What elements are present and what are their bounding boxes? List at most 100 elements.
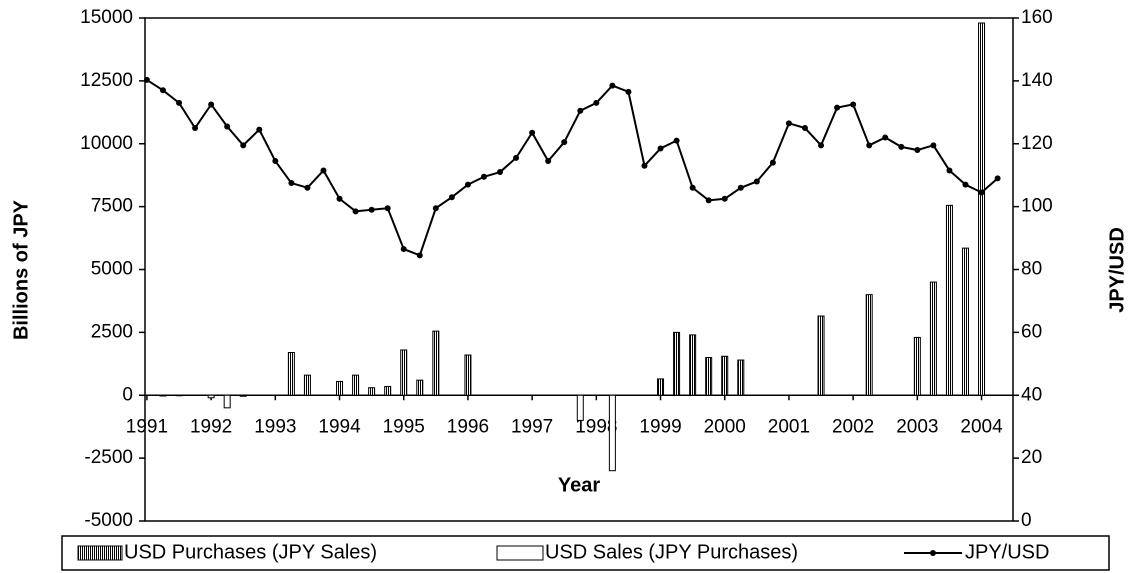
y2-tick-label: 0 <box>1021 510 1032 531</box>
line-marker <box>159 87 166 94</box>
bar <box>913 336 921 396</box>
y2-tick-label: 160 <box>1021 7 1053 28</box>
x-tick-label: 2000 <box>704 416 746 437</box>
bar <box>608 394 616 472</box>
line-marker <box>818 142 825 149</box>
legend-label: USD Purchases (JPY Sales) <box>124 541 377 563</box>
line-marker <box>946 167 953 174</box>
x-tick-label: 1996 <box>447 416 489 437</box>
bar <box>432 330 440 396</box>
line-marker <box>561 139 568 146</box>
y-tick-label: 12500 <box>80 70 133 91</box>
y-tick-label: 5000 <box>91 259 133 280</box>
legend-swatch <box>77 545 123 561</box>
bar <box>287 351 295 396</box>
line-marker <box>914 147 921 154</box>
plot-area <box>144 17 1014 522</box>
line-marker <box>962 181 969 188</box>
line-marker <box>593 99 600 106</box>
bar <box>400 349 408 396</box>
line-marker <box>384 205 391 212</box>
line-marker <box>737 184 744 191</box>
x-tick-label: 2001 <box>768 416 810 437</box>
bar <box>721 355 729 396</box>
line-marker <box>577 107 584 114</box>
line-marker <box>497 169 504 176</box>
line-marker <box>978 189 985 196</box>
bar <box>576 394 584 421</box>
line-marker <box>898 143 905 150</box>
line <box>146 79 999 257</box>
line-marker <box>641 162 648 169</box>
line-marker <box>272 158 279 165</box>
line-marker <box>930 142 937 149</box>
x-tick-label: 1997 <box>511 416 553 437</box>
line-marker <box>480 173 487 180</box>
x-tick-label: 1992 <box>190 416 232 437</box>
line-marker <box>769 159 776 166</box>
line-marker <box>834 104 841 111</box>
bar <box>929 281 937 396</box>
line-marker <box>850 101 857 108</box>
line-marker <box>529 129 536 136</box>
y-axis-title: Billions of JPY <box>10 199 32 340</box>
legend-label: JPY/USD <box>965 541 1049 563</box>
bar <box>159 394 167 397</box>
bar <box>978 22 986 396</box>
y-tick-label: -5000 <box>84 510 133 531</box>
line-marker <box>208 101 215 108</box>
y2-tick-label: 80 <box>1021 259 1042 280</box>
y2-tick-label: 60 <box>1021 321 1042 342</box>
line-marker <box>657 145 664 152</box>
bar <box>207 394 215 399</box>
y2-tick-label: 120 <box>1021 133 1053 154</box>
x-tick-label: 2004 <box>960 416 1003 437</box>
line-marker <box>882 134 889 141</box>
legend-marker <box>930 550 936 556</box>
bar <box>657 378 665 396</box>
line-marker <box>256 126 263 133</box>
bar <box>737 359 745 396</box>
bar <box>416 379 424 396</box>
y2-tick-label: 40 <box>1021 384 1042 405</box>
y-tick-label: 0 <box>122 384 133 405</box>
line-marker <box>545 158 552 165</box>
line-marker <box>352 208 359 215</box>
bar <box>817 315 825 396</box>
line-marker <box>673 137 680 144</box>
y-tick-label: 2500 <box>91 321 133 342</box>
line-marker <box>785 120 792 127</box>
bar <box>352 374 360 396</box>
x-tick-label: 1998 <box>575 416 617 437</box>
bar <box>961 247 969 396</box>
bar <box>303 374 311 396</box>
line-marker <box>448 194 455 201</box>
y-tick-label: 15000 <box>80 7 133 28</box>
legend-label: USD Sales (JPY Purchases) <box>545 541 798 563</box>
y2-tick-label: 140 <box>1021 70 1053 91</box>
bar <box>336 380 344 396</box>
bar <box>384 385 392 396</box>
x-tick-label: 2002 <box>832 416 874 437</box>
bar <box>705 357 713 396</box>
line-marker <box>240 142 247 149</box>
line-marker <box>224 123 231 130</box>
line-marker <box>368 206 375 213</box>
line-marker <box>705 197 712 204</box>
x-tick-label: 1991 <box>126 416 168 437</box>
line-marker <box>801 125 808 132</box>
bar <box>223 394 231 409</box>
x-tick-label: 1999 <box>639 416 681 437</box>
line-marker <box>464 181 471 188</box>
line-marker <box>416 252 423 259</box>
line-marker <box>753 178 760 185</box>
bar <box>945 204 953 396</box>
line-marker <box>176 99 183 106</box>
line-marker <box>609 82 616 89</box>
line-marker <box>320 167 327 174</box>
bar <box>464 354 472 396</box>
y-tick-label: 7500 <box>91 196 133 217</box>
x-tick-label: 1994 <box>318 416 361 437</box>
y-tick-label: 10000 <box>80 133 133 154</box>
x-axis-title: Year <box>558 474 600 496</box>
